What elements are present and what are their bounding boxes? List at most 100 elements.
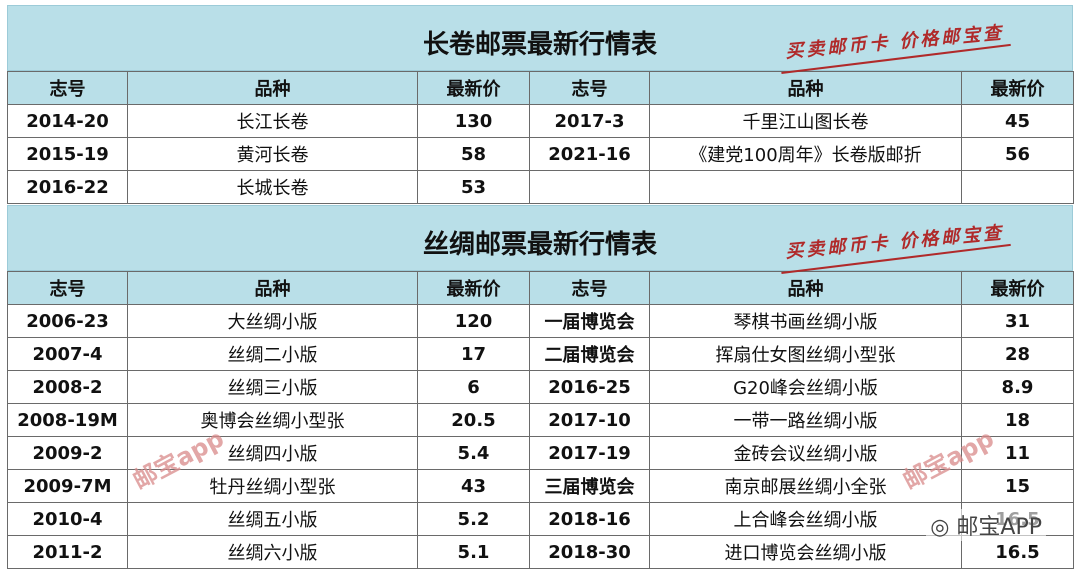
- header-cell: 品种: [649, 271, 962, 305]
- table-row: 2016-22 长城长卷 53: [7, 170, 1074, 204]
- variety-cell: 大丝绸小版: [127, 304, 418, 338]
- variety-cell: G20峰会丝绸小版: [649, 370, 962, 404]
- long-scroll-table: 志号 品种 最新价 志号 品种 最新价 2014-20 长江长卷 130 2017-3…: [7, 71, 1074, 204]
- wechat-account-label: ◎ 邮宝APP: [926, 509, 1046, 541]
- issue-number-cell: 2006-23: [7, 304, 128, 338]
- header-cell: 志号: [529, 271, 650, 305]
- price-cell: [961, 170, 1074, 204]
- issue-number-cell: 2017-10: [529, 403, 650, 437]
- table-row: 2006-23 大丝绸小版 120 一届博览会 琴棋书画丝绸小版 31: [7, 304, 1074, 338]
- price-cell: 17: [417, 337, 530, 371]
- wechat-icon: ◎: [930, 515, 957, 540]
- price-cell: 31: [961, 304, 1074, 338]
- section-title: 长卷邮票最新行情表: [422, 30, 657, 60]
- header-cell: 志号: [529, 71, 650, 105]
- issue-number-cell: 2016-25: [529, 370, 650, 404]
- variety-cell: 琴棋书画丝绸小版: [649, 304, 962, 338]
- wechat-label-text: 邮宝APP: [956, 515, 1042, 540]
- table-row: 2008-2 丝绸三小版 6 2016-25 G20峰会丝绸小版 8.9: [7, 370, 1074, 404]
- issue-number-cell: 2007-4: [7, 337, 128, 371]
- long-scroll-section: 长卷邮票最新行情表 买卖邮币卡 价格邮宝查 志号 品种 最新价 志号 品种 最新…: [7, 5, 1074, 204]
- variety-cell: 长江长卷: [127, 104, 418, 138]
- price-cell: 43: [417, 469, 530, 503]
- variety-cell: 丝绸三小版: [127, 370, 418, 404]
- issue-number-cell: 2021-16: [529, 137, 650, 171]
- variety-cell: [649, 170, 962, 204]
- variety-cell: 丝绸二小版: [127, 337, 418, 371]
- table-header-row: 志号 品种 最新价 志号 品种 最新价: [7, 71, 1074, 105]
- issue-number-cell: 2017-3: [529, 104, 650, 138]
- price-cell: 56: [961, 137, 1074, 171]
- header-cell: 品种: [649, 71, 962, 105]
- price-cell: 58: [417, 137, 530, 171]
- issue-number-cell: [529, 170, 650, 204]
- table-row: 2009-7M 牡丹丝绸小型张 43 三届博览会 南京邮展丝绸小全张 15: [7, 469, 1074, 503]
- silk-section: 丝绸邮票最新行情表 买卖邮币卡 价格邮宝查 志号 品种 最新价 志号 品种 最新…: [7, 205, 1074, 569]
- variety-cell: 进口博览会丝绸小版: [649, 535, 962, 569]
- variety-cell: 黄河长卷: [127, 137, 418, 171]
- header-cell: 最新价: [961, 271, 1074, 305]
- title-band: 丝绸邮票最新行情表 买卖邮币卡 价格邮宝查: [7, 205, 1073, 271]
- silk-table: 志号 品种 最新价 志号 品种 最新价 2006-23 大丝绸小版 120 一届博览会…: [7, 271, 1074, 569]
- issue-number-cell: 2014-20: [7, 104, 128, 138]
- price-cell: 6: [417, 370, 530, 404]
- table-header-row: 志号 品种 最新价 志号 品种 最新价: [7, 271, 1074, 305]
- variety-cell: 丝绸五小版: [127, 502, 418, 536]
- variety-cell: 南京邮展丝绸小全张: [649, 469, 962, 503]
- variety-cell: 千里江山图长卷: [649, 104, 962, 138]
- variety-cell: 牡丹丝绸小型张: [127, 469, 418, 503]
- price-cell: 130: [417, 104, 530, 138]
- table-row: 2011-2 丝绸六小版 5.1 2018-30 进口博览会丝绸小版 16.5: [7, 535, 1074, 569]
- price-cell: 28: [961, 337, 1074, 371]
- variety-cell: 一带一路丝绸小版: [649, 403, 962, 437]
- price-cell: 5.2: [417, 502, 530, 536]
- issue-number-cell: 2018-16: [529, 502, 650, 536]
- issue-number-cell: 2008-2: [7, 370, 128, 404]
- issue-number-cell: 三届博览会: [529, 469, 650, 503]
- issue-number-cell: 2015-19: [7, 137, 128, 171]
- issue-number-cell: 2017-19: [529, 436, 650, 470]
- header-cell: 志号: [7, 71, 128, 105]
- issue-number-cell: 二届博览会: [529, 337, 650, 371]
- variety-cell: 金砖会议丝绸小版: [649, 436, 962, 470]
- issue-number-cell: 2008-19M: [7, 403, 128, 437]
- price-cell: 20.5: [417, 403, 530, 437]
- price-cell: 5.1: [417, 535, 530, 569]
- price-cell: 5.4: [417, 436, 530, 470]
- variety-cell: 长城长卷: [127, 170, 418, 204]
- issue-number-cell: 一届博览会: [529, 304, 650, 338]
- price-cell: 45: [961, 104, 1074, 138]
- issue-number-cell: 2016-22: [7, 170, 128, 204]
- price-cell: 16.5: [961, 535, 1074, 569]
- issue-number-cell: 2009-2: [7, 436, 128, 470]
- variety-cell: 丝绸四小版: [127, 436, 418, 470]
- price-cell: 8.9: [961, 370, 1074, 404]
- section-title: 丝绸邮票最新行情表: [422, 230, 657, 260]
- variety-cell: 挥扇仕女图丝绸小型张: [649, 337, 962, 371]
- header-cell: 最新价: [417, 271, 530, 305]
- header-cell: 品种: [127, 71, 418, 105]
- issue-number-cell: 2010-4: [7, 502, 128, 536]
- price-cell: 120: [417, 304, 530, 338]
- header-cell: 最新价: [417, 71, 530, 105]
- table-row: 2009-2 丝绸四小版 5.4 2017-19 金砖会议丝绸小版 11: [7, 436, 1074, 470]
- table-row: 2008-19M 奥博会丝绸小型张 20.5 2017-10 一带一路丝绸小版 18: [7, 403, 1074, 437]
- price-cell: 11: [961, 436, 1074, 470]
- price-cell: 18: [961, 403, 1074, 437]
- price-cell: 15: [961, 469, 1074, 503]
- price-cell: 53: [417, 170, 530, 204]
- variety-cell: 上合峰会丝绸小版: [649, 502, 962, 536]
- issue-number-cell: 2018-30: [529, 535, 650, 569]
- issue-number-cell: 2009-7M: [7, 469, 128, 503]
- header-cell: 品种: [127, 271, 418, 305]
- variety-cell: 奥博会丝绸小型张: [127, 403, 418, 437]
- table-row: 2007-4 丝绸二小版 17 二届博览会 挥扇仕女图丝绸小型张 28: [7, 337, 1074, 371]
- issue-number-cell: 2011-2: [7, 535, 128, 569]
- table-row: 2014-20 长江长卷 130 2017-3 千里江山图长卷 45: [7, 104, 1074, 138]
- title-band: 长卷邮票最新行情表 买卖邮币卡 价格邮宝查: [7, 5, 1073, 71]
- variety-cell: 《建党100周年》长卷版邮折: [649, 137, 962, 171]
- header-cell: 志号: [7, 271, 128, 305]
- header-cell: 最新价: [961, 71, 1074, 105]
- table-row: 2015-19 黄河长卷 58 2021-16 《建党100周年》长卷版邮折 56: [7, 137, 1074, 171]
